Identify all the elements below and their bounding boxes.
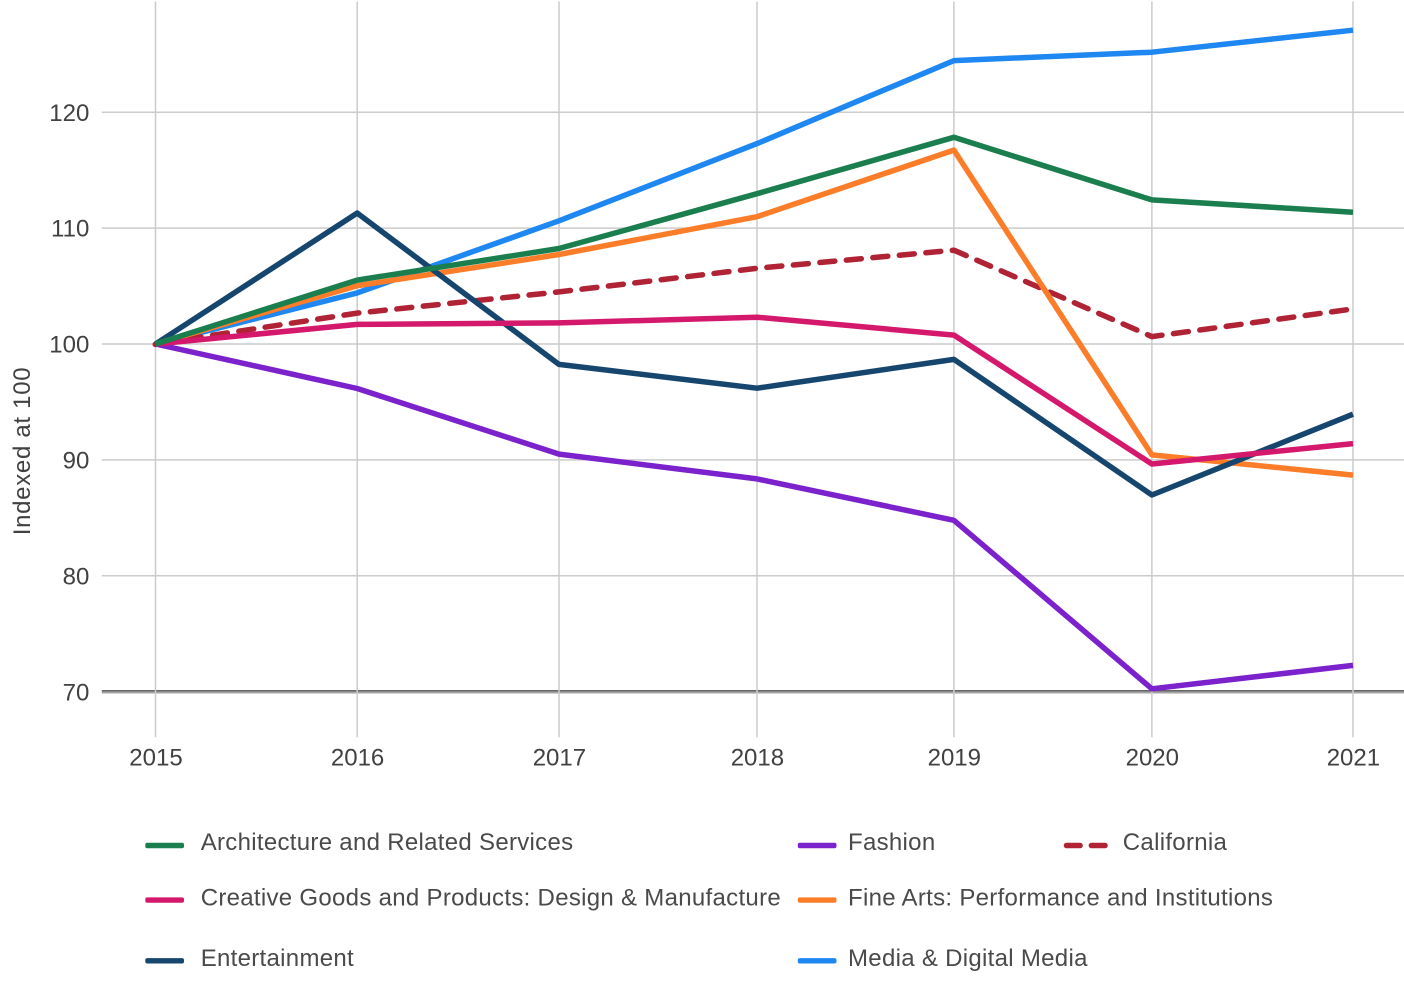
svg-text:Fine Arts: Performance and Ins: Fine Arts: Performance and Institutions	[848, 885, 1273, 912]
svg-text:110: 110	[51, 216, 89, 243]
svg-text:90: 90	[63, 448, 90, 475]
svg-text:80: 80	[63, 563, 90, 590]
svg-text:California: California	[1123, 829, 1228, 856]
svg-text:2018: 2018	[731, 745, 784, 772]
svg-text:2017: 2017	[533, 745, 586, 772]
svg-text:2020: 2020	[1126, 745, 1179, 772]
svg-text:120: 120	[49, 100, 89, 127]
svg-text:2015: 2015	[129, 745, 182, 772]
svg-text:70: 70	[63, 679, 90, 706]
svg-text:Creative Goods and Products: D: Creative Goods and Products: Design & Ma…	[201, 885, 781, 912]
svg-text:100: 100	[49, 332, 89, 359]
svg-text:Architecture and Related Servi: Architecture and Related Services	[201, 829, 574, 856]
svg-text:2021: 2021	[1327, 745, 1380, 772]
svg-text:Indexed at 100: Indexed at 100	[9, 367, 36, 536]
svg-text:2019: 2019	[928, 745, 981, 772]
svg-text:Entertainment: Entertainment	[201, 945, 354, 972]
svg-text:2016: 2016	[331, 745, 384, 772]
svg-text:Media & Digital Media: Media & Digital Media	[848, 945, 1088, 972]
svg-text:Fashion: Fashion	[848, 829, 935, 856]
